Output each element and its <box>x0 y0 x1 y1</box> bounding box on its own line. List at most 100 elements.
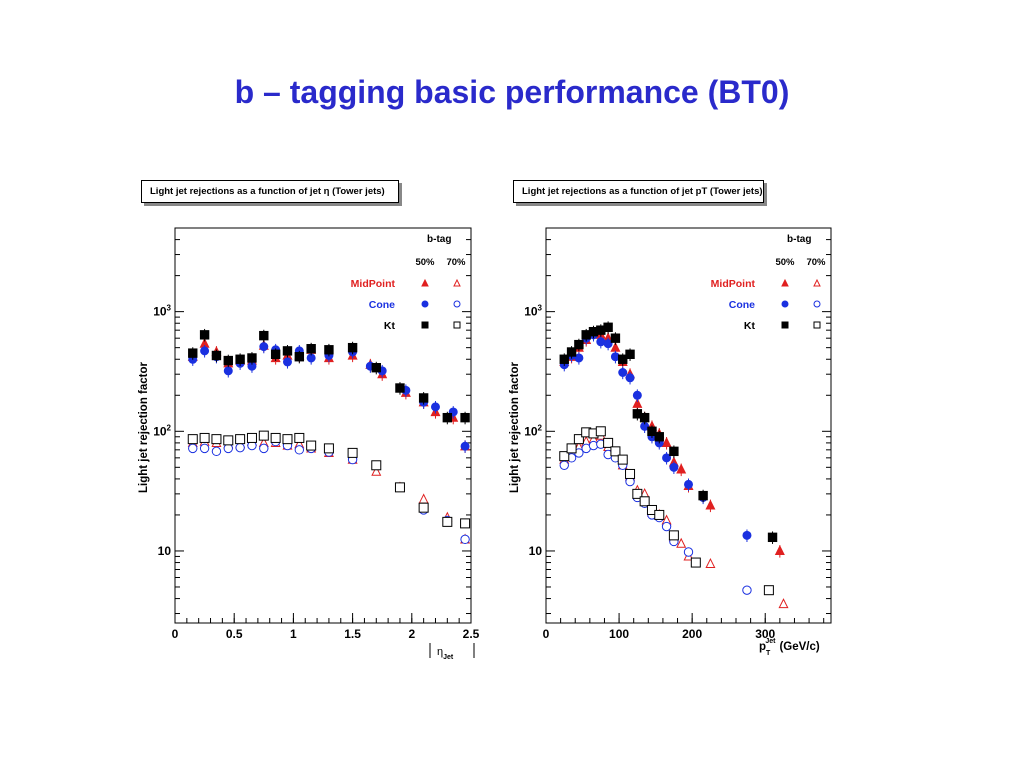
series-kt-70 <box>559 426 774 596</box>
data-point <box>223 355 233 366</box>
data-point <box>371 460 382 471</box>
legend-marker-midpoint-50 <box>781 278 789 287</box>
data-point <box>294 432 305 443</box>
data-point <box>259 443 269 454</box>
data-point <box>235 354 245 364</box>
x-axis-label: ηJet <box>429 643 475 661</box>
data-point <box>246 432 257 443</box>
data-point <box>625 468 636 479</box>
data-point <box>187 434 198 445</box>
legend-header: b-tag <box>787 234 811 245</box>
data-point <box>188 443 198 454</box>
data-point <box>603 437 614 448</box>
data-point <box>566 443 577 454</box>
data-point <box>270 349 281 360</box>
x-tick-label: 2 <box>408 627 415 641</box>
legend-marker-cone-70 <box>453 300 461 308</box>
data-point <box>223 435 234 446</box>
x-tick-label: 2.5 <box>463 627 480 641</box>
data-point <box>632 488 643 499</box>
data-point <box>683 547 694 557</box>
y-axis-label: Light jet rejection factor <box>509 361 521 493</box>
slide-title: b – tagging basic performance (BT0) <box>234 74 790 110</box>
data-point <box>460 412 470 423</box>
legend-column-70: 70% <box>806 257 826 268</box>
data-point <box>654 432 664 442</box>
data-point <box>282 357 292 367</box>
data-point <box>690 557 701 568</box>
data-point <box>676 537 687 548</box>
legend-header: b-tag <box>427 234 451 245</box>
data-point <box>617 454 628 465</box>
data-point <box>199 443 210 454</box>
legend-label-kt: Kt <box>384 320 396 332</box>
data-point <box>632 397 643 408</box>
data-point <box>705 499 716 510</box>
data-point <box>573 434 584 445</box>
legend-column-50: 50% <box>775 257 795 268</box>
data-point <box>596 337 606 347</box>
plot-frame <box>174 227 472 624</box>
data-point <box>610 446 621 457</box>
y-tick-label: 103 <box>153 304 171 319</box>
y-tick-label: 102 <box>524 423 542 438</box>
data-point <box>294 445 305 455</box>
data-point <box>625 373 635 383</box>
data-point <box>647 426 657 436</box>
data-point <box>668 530 679 541</box>
data-point <box>698 490 708 501</box>
data-point <box>306 440 317 451</box>
data-point <box>259 342 269 352</box>
data-point <box>763 585 774 596</box>
legend-label-cone: Cone <box>369 299 395 311</box>
data-point <box>559 451 570 462</box>
legend-label-midpoint: MidPoint <box>351 278 396 290</box>
data-point <box>259 330 269 341</box>
x-tick-label: 1 <box>290 627 297 641</box>
y-tick-label: 10 <box>529 544 543 558</box>
data-point <box>603 339 613 349</box>
data-point <box>742 530 752 540</box>
data-point <box>662 453 672 463</box>
legend-label-cone: Cone <box>729 299 755 311</box>
data-point <box>618 368 628 378</box>
data-point <box>574 353 584 363</box>
legend-marker-cone-50 <box>781 300 789 308</box>
data-point <box>211 350 222 361</box>
y-axis-label: Light jet rejection factor <box>138 361 150 493</box>
y-tick-label: 102 <box>153 423 171 438</box>
data-point <box>625 349 635 360</box>
data-point <box>669 446 679 457</box>
data-point <box>211 434 222 445</box>
legend-marker-cone-50 <box>421 300 429 308</box>
data-point <box>603 322 613 332</box>
data-point <box>199 330 210 340</box>
data-point <box>418 393 429 403</box>
x-axis-label: pTJet (GeV/c) <box>759 638 820 657</box>
x-tick-label: 0 <box>543 627 550 641</box>
x-tick-label: 300 <box>755 627 775 641</box>
data-point <box>684 479 693 489</box>
data-point <box>371 363 381 373</box>
legend: b-tag 50% 70% MidPoint Cone Kt <box>351 234 466 332</box>
data-point <box>676 463 687 474</box>
legend-column-70: 70% <box>446 257 466 268</box>
data-point <box>235 434 246 445</box>
data-point <box>610 333 621 343</box>
data-point <box>188 348 198 358</box>
legend-label-midpoint: MidPoint <box>711 278 756 290</box>
data-point <box>639 496 650 507</box>
data-point <box>199 432 210 443</box>
data-point <box>258 430 269 441</box>
y-tick-label: 10 <box>158 544 172 558</box>
data-point <box>282 346 293 356</box>
data-point <box>247 353 257 363</box>
data-point <box>460 534 470 545</box>
y-tick-label: 103 <box>524 304 542 319</box>
data-point <box>347 447 358 458</box>
legend-marker-midpoint-70 <box>453 278 461 287</box>
x-tick-label: 100 <box>609 627 629 641</box>
data-point <box>574 339 584 350</box>
data-point <box>661 521 672 532</box>
